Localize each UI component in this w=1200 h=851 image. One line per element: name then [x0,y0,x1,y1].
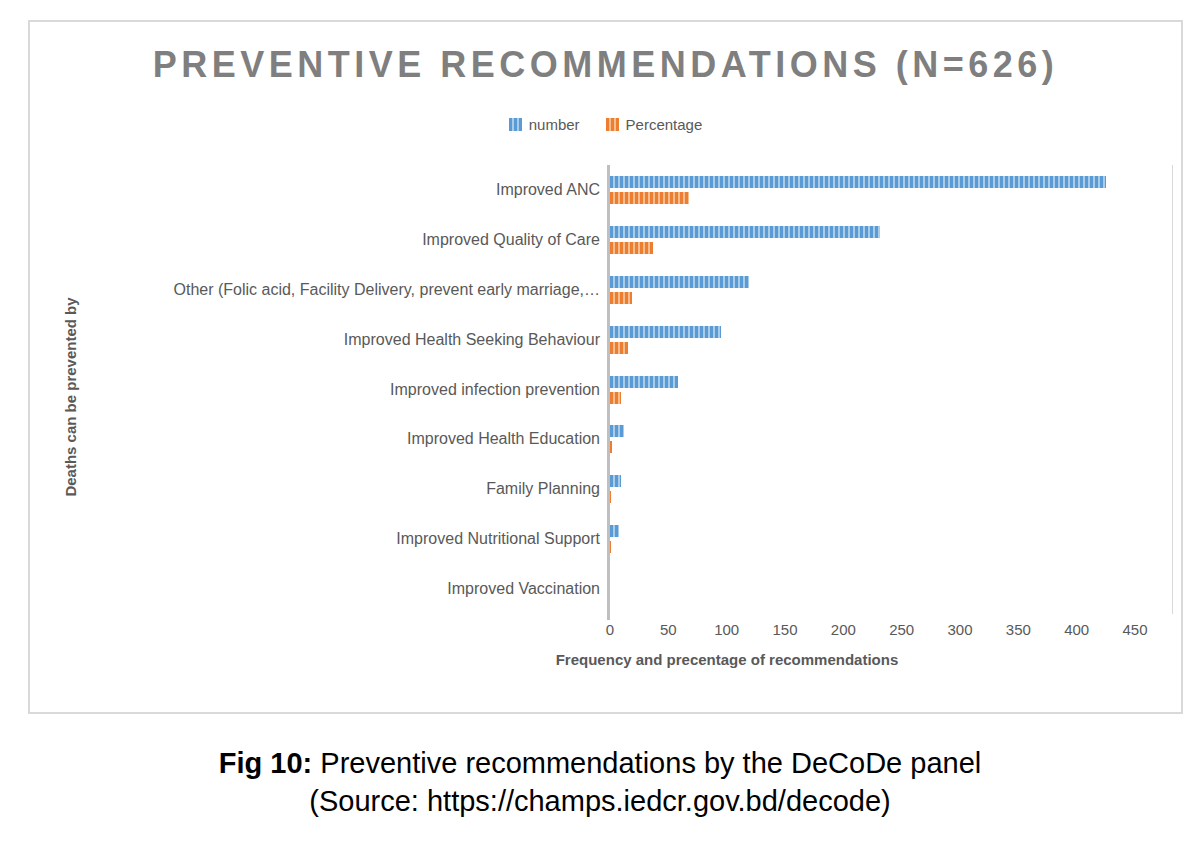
x-tick-label: 450 [1122,621,1147,638]
category-label: Improved Vaccination [30,580,600,598]
bar-percentage [610,292,632,304]
x-tick-label: 200 [831,621,856,638]
legend-item-percentage: Percentage [606,116,703,133]
legend-label: number [529,116,580,133]
category-axis-line [607,165,610,620]
caption-source: (Source: https://champs.iedcr.gov.bd/dec… [0,782,1200,820]
chart-row: Improved infection prevention [30,365,1175,415]
x-tick-label: 100 [714,621,739,638]
x-axis-title: Frequency and precentage of recommendati… [556,651,899,668]
bar-percentage [610,392,621,404]
category-label: Improved Nutritional Support [30,530,600,548]
bar-group [610,425,1175,453]
bar-percentage [610,491,611,503]
x-tick-label: 0 [606,621,614,638]
bar-number [610,226,880,238]
chart-figure: PREVENTIVE RECOMMENDATIONS (N=626) numbe… [28,20,1183,714]
chart-row: Family Planning [30,464,1175,514]
bar-number [610,525,619,537]
legend-swatch-icon [509,118,522,131]
bar-group [610,525,1175,553]
chart-row: Improved Quality of Care [30,215,1175,265]
chart-row: Improved Health Seeking Behaviour [30,315,1175,365]
caption-line-1: Fig 10: Preventive recommendations by th… [0,744,1200,782]
category-label: Improved Health Education [30,430,600,448]
bar-percentage [610,342,628,354]
chart-legend: number Percentage [30,116,1181,133]
bar-percentage [610,441,612,453]
category-label: Improved ANC [30,181,600,199]
x-tick-label: 350 [1006,621,1031,638]
chart-row: Improved Vaccination [30,564,1175,614]
bar-group [610,575,1175,603]
bar-percentage [610,541,611,553]
bar-number [610,276,749,288]
legend-swatch-icon [606,118,619,131]
bar-group [610,226,1175,254]
bar-number [610,425,624,437]
x-tick-label: 400 [1064,621,1089,638]
category-label: Improved Health Seeking Behaviour [30,331,600,349]
chart-row: Improved Health Education [30,414,1175,464]
chart-row: Improved ANC [30,165,1175,215]
caption-fig-text: Preventive recommendations by the DeCoDe… [312,747,981,779]
bar-group [610,326,1175,354]
category-label: Improved Quality of Care [30,231,600,249]
plot-rows: Improved ANC Improved Quality of Care Othe… [30,165,1175,614]
bar-number [610,475,621,487]
chart-row: Improved Nutritional Support [30,514,1175,564]
chart-row: Other (Folic acid, Facility Delivery, pr… [30,265,1175,315]
figure-caption: Fig 10: Preventive recommendations by th… [0,744,1200,820]
category-label: Other (Folic acid, Facility Delivery, pr… [30,281,600,299]
chart-title: PREVENTIVE RECOMMENDATIONS (N=626) [30,44,1181,86]
bar-percentage [610,192,689,204]
bar-group [610,176,1175,204]
category-label: Family Planning [30,480,600,498]
bar-group [610,475,1175,503]
bar-number [610,376,678,388]
x-tick-label: 50 [660,621,677,638]
category-label: Improved infection prevention [30,381,600,399]
x-axis-ticks: 050100150200250300350400450 [610,621,1175,639]
caption-fig-number: Fig 10: [219,747,312,779]
legend-label: Percentage [626,116,703,133]
bar-group [610,376,1175,404]
x-tick-label: 300 [947,621,972,638]
plot-right-border [1172,165,1173,614]
x-tick-label: 250 [889,621,914,638]
bar-group [610,276,1175,304]
bar-number [610,326,721,338]
x-tick-label: 150 [772,621,797,638]
bar-percentage [610,242,653,254]
legend-item-number: number [509,116,580,133]
bar-number [610,176,1106,188]
